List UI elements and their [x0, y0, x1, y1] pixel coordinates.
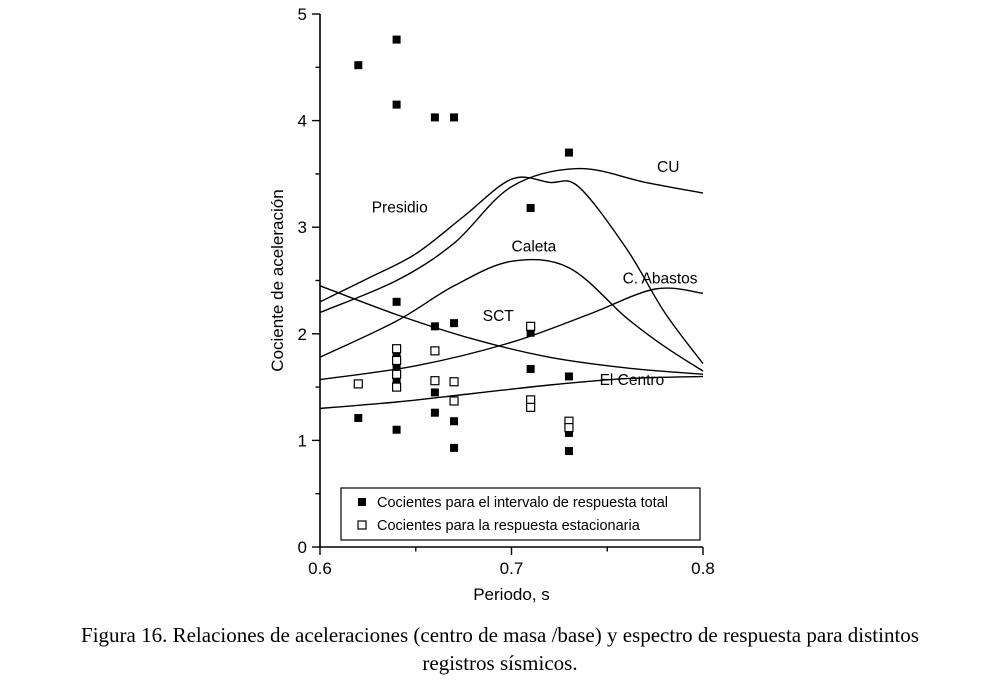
- figure-caption: Figura 16. Relaciones de aceleraciones (…: [0, 621, 1000, 677]
- open-square-icon: [357, 520, 367, 530]
- curve-cu: [319, 167, 704, 314]
- y-axis-tick-labels: 0 1 2 3 4 5: [298, 5, 307, 557]
- curve-caleta: [319, 258, 704, 372]
- filled-square-marker: [564, 372, 573, 381]
- legend: Cocientes para el intervalo de respuesta…: [340, 487, 701, 541]
- filled-square-icon: [358, 498, 366, 506]
- svg-text:5: 5: [298, 5, 307, 24]
- curve-label-el-centro: El Centro: [600, 372, 665, 389]
- open-square-marker: [449, 377, 459, 387]
- filled-square-marker: [430, 113, 439, 122]
- legend-box: [340, 487, 701, 541]
- y-axis-label: Cociente de aceleración: [268, 189, 287, 371]
- open-square-marker: [526, 321, 536, 331]
- filled-square-marker: [564, 447, 573, 456]
- filled-square-marker: [450, 113, 459, 122]
- figure-caption-line2: registros sísmicos.: [422, 651, 578, 675]
- curve-presidio: [319, 176, 704, 365]
- filled-square-marker: [430, 408, 439, 417]
- open-square-marker: [449, 396, 459, 406]
- curve-c-abastos: [319, 287, 704, 381]
- legend-label-0: Cocientes para el intervalo de respuesta…: [377, 495, 668, 511]
- filled-square-marker: [450, 319, 459, 328]
- curve-labels: Presidio CU Caleta C. Abastos SCT El Centro: [372, 159, 698, 389]
- svg-text:0.6: 0.6: [308, 559, 332, 578]
- open-square-marker: [526, 395, 536, 405]
- svg-text:0.8: 0.8: [691, 559, 715, 578]
- svg-text:0.7: 0.7: [500, 559, 524, 578]
- svg-text:0: 0: [298, 538, 307, 557]
- x-axis-tick-labels: 0.6 0.7 0.8: [308, 559, 715, 578]
- filled-square-marker: [392, 100, 401, 109]
- filled-square-marker: [526, 364, 535, 373]
- filled-square-marker: [430, 322, 439, 331]
- open-square-marker: [353, 379, 363, 389]
- svg-text:3: 3: [298, 218, 307, 237]
- filled-square-marker: [392, 361, 401, 370]
- y-axis-ticks: [312, 13, 320, 548]
- open-square-marker: [392, 382, 402, 392]
- filled-square-marker: [354, 61, 363, 70]
- svg-text:1: 1: [298, 431, 307, 450]
- figure-caption-line1: Figura 16. Relaciones de aceleraciones (…: [81, 623, 919, 647]
- open-square-marker: [392, 369, 402, 379]
- filled-square-marker: [392, 375, 401, 384]
- curve-label-caleta: Caleta: [512, 239, 557, 256]
- curve-sct: [319, 285, 704, 375]
- filled-square-marker: [392, 35, 401, 44]
- curve-label-presidio: Presidio: [372, 199, 428, 216]
- open-square-marker: [564, 423, 574, 433]
- open-square-marker: [392, 355, 402, 366]
- open-square-marker: [430, 346, 440, 356]
- filled-square-marker: [564, 148, 573, 157]
- filled-square-marker: [354, 414, 363, 423]
- curve-el-centro: [319, 375, 704, 410]
- filled-square-marker: [526, 328, 535, 337]
- open-square-marker: [526, 402, 536, 412]
- filled-square-marker: [430, 388, 439, 397]
- filled-square-marker: [392, 297, 401, 306]
- legend-label-1: Cocientes para la respuesta estacionaria: [377, 518, 641, 534]
- filled-square-marker: [392, 425, 401, 434]
- x-axis-label: Periodo, s: [473, 585, 550, 604]
- curve-label-c-abastos: C. Abastos: [623, 271, 698, 288]
- curve-label-cu: CU: [657, 159, 679, 176]
- filled-square-marker: [450, 417, 459, 426]
- svg-text:2: 2: [298, 325, 307, 344]
- curve-label-sct: SCT: [483, 308, 515, 325]
- scatter-open-square: [353, 321, 574, 433]
- open-square-marker: [430, 376, 440, 386]
- filled-square-marker: [564, 428, 573, 437]
- x-axis-ticks: [319, 547, 704, 555]
- filled-square-marker: [450, 443, 459, 452]
- chart-svg: 0 1 2 3 4 5 0.6 0.7 0.8 Periodo, s Cociente de ace…: [268, 5, 715, 604]
- open-square-marker: [392, 344, 402, 354]
- svg-text:4: 4: [298, 112, 307, 131]
- filled-square-marker: [526, 204, 535, 213]
